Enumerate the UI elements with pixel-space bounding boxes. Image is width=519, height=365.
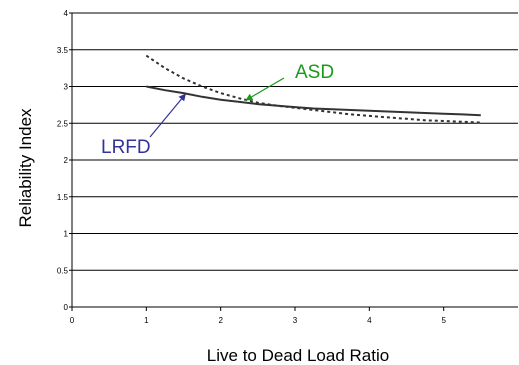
series-lines [145,54,481,124]
x-axis-label: Live to Dead Load Ratio [207,346,389,365]
y-tick-label: 2 [64,156,69,165]
axes [69,12,518,311]
y-tick-label: 1.5 [57,193,69,202]
x-tick-label: 1 [144,316,149,325]
y-tick-label: 1 [64,230,69,239]
x-tick-label: 5 [441,316,446,325]
y-tick-label: 3.5 [57,46,69,55]
x-tick-label: 2 [218,316,223,325]
annotation-arrow-asd [245,77,285,101]
y-tick-label: 0 [64,303,69,312]
annotation-arrow-lrfd [149,93,186,138]
y-tick-label: 2.5 [57,119,69,128]
annotation-label-lrfd: LRFD [101,137,151,158]
y-tick-label: 3 [64,83,69,92]
x-tick-label: 3 [293,316,298,325]
annotation-label-asd: ASD [295,62,334,83]
y-tick-label: 0.5 [57,266,69,275]
x-tick-label: 4 [367,316,372,325]
series-line-lrfd [146,85,481,117]
x-tick-label: 0 [70,316,75,325]
annotations: ASD LRFD [101,62,334,158]
y-tick-label: 4 [64,9,69,18]
tick-labels: 0 0.5 1 1.5 2 2.5 3 3.5 4 0 1 2 3 4 5 [57,9,447,325]
y-axis-label: Reliability Index [16,108,35,228]
series-line-asd [145,54,481,124]
